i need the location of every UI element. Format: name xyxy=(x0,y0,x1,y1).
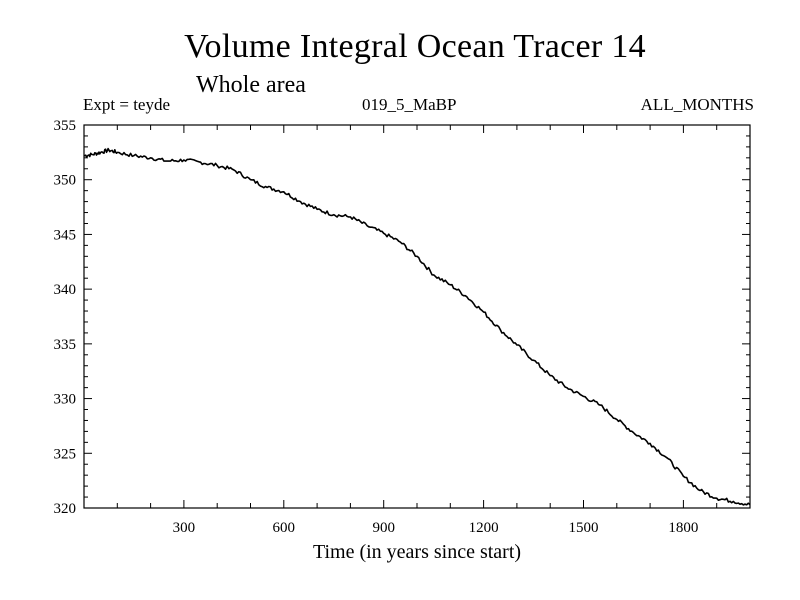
y-tick-label: 355 xyxy=(54,118,77,134)
y-tick-label: 330 xyxy=(54,392,77,408)
x-tick-labels: 300 600 900 1200 1500 1800 xyxy=(173,520,699,536)
y-tick-label: 345 xyxy=(54,227,77,243)
x-tick-label: 1500 xyxy=(569,520,599,536)
y-tick-label: 320 xyxy=(54,501,77,517)
y-tick-label: 335 xyxy=(54,337,77,353)
period-label: 019_5_MaBP xyxy=(362,95,457,114)
y-tick-label: 325 xyxy=(54,446,77,462)
y-tick-label: 340 xyxy=(54,282,77,298)
chart-title: Volume Integral Ocean Tracer 14 xyxy=(184,28,646,65)
x-tick-label: 600 xyxy=(273,520,296,536)
x-tick-label: 300 xyxy=(173,520,196,536)
data-series xyxy=(84,147,751,506)
plot-frame xyxy=(83,124,751,509)
y-tick-label: 350 xyxy=(54,173,77,189)
x-axis-title: Time (in years since start) xyxy=(313,541,521,563)
series-line xyxy=(84,147,751,506)
tick-marks xyxy=(84,125,750,508)
experiment-label: Expt = teyde xyxy=(83,95,171,114)
months-label: ALL_MONTHS xyxy=(640,95,754,114)
x-tick-label: 900 xyxy=(372,520,395,536)
x-tick-label: 1200 xyxy=(469,520,499,536)
chart-subtitle: Whole area xyxy=(196,72,306,98)
y-tick-labels: 320 325 330 335 340 345 350 355 xyxy=(54,118,77,517)
x-tick-label: 1800 xyxy=(668,520,698,536)
